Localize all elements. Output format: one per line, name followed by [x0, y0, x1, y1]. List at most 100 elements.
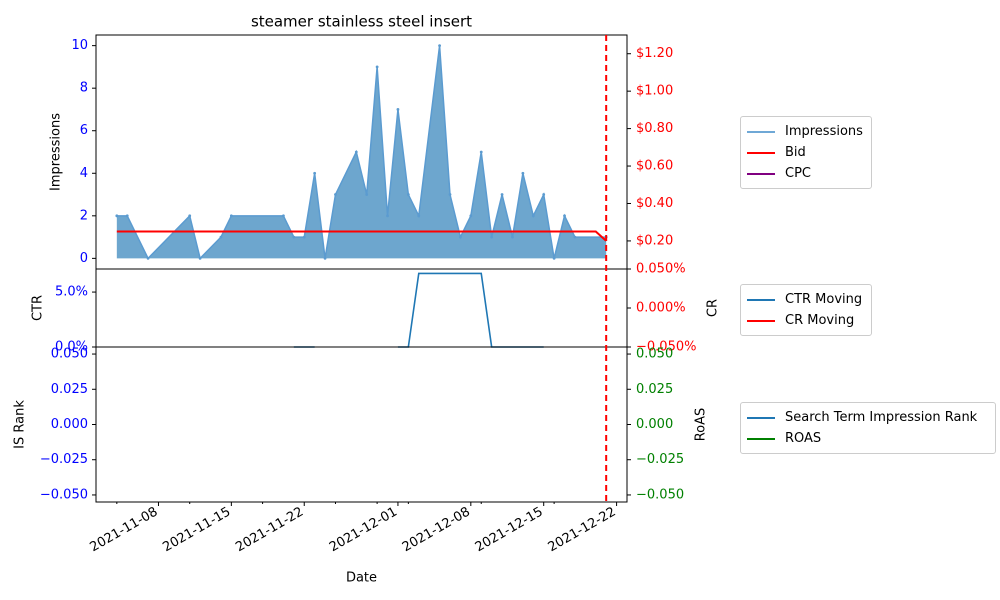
legend-swatch-cr-moving — [747, 319, 775, 322]
y2-tick-label-roas: 0.050 — [636, 347, 673, 362]
legend-label-impressions: Impressions — [785, 124, 863, 139]
y2-tick-label-bid: $0.60 — [636, 159, 673, 174]
y2-tick-label-cr: 0.000% — [636, 301, 686, 316]
legend-middle: CTR Moving CR Moving — [740, 284, 872, 336]
legend-item-impressions: Impressions — [747, 121, 865, 142]
impressions-point — [365, 193, 369, 196]
y-tick-label-is-rank: −0.050 — [40, 487, 88, 502]
legend-item-bid: Bid — [747, 142, 865, 163]
plot-frame-2 — [95, 268, 628, 348]
y2-tick-label-bid: $0.40 — [636, 196, 673, 211]
impressions-point — [563, 214, 566, 218]
y-axis-label-ctr: CTR — [31, 295, 46, 321]
legend-label-search-term-impression-rank: Search Term Impression Rank — [785, 410, 978, 425]
x-tick-label: 2021-12-15 — [473, 504, 546, 555]
x-tick-label: 2021-12-01 — [327, 504, 400, 555]
x-tick-label: 2021-11-08 — [88, 504, 161, 555]
legend-swatch-roas — [747, 437, 775, 440]
y2-tick-label-cr: −0.050% — [636, 340, 696, 355]
legend-label-roas: ROAS — [785, 431, 822, 446]
impressions-point — [552, 256, 556, 260]
impressions-point — [479, 150, 483, 154]
legend-label-cr-moving: CR Moving — [785, 313, 855, 328]
impressions-point — [219, 235, 223, 239]
y2-tick-label-roas: −0.050 — [636, 487, 684, 502]
y-tick-label-impressions: 10 — [71, 38, 88, 53]
legend-swatch-ctr-moving — [747, 298, 775, 301]
x-tick-label: 2021-12-22 — [546, 504, 619, 555]
impressions-point — [438, 44, 441, 48]
legend-label-bid: Bid — [785, 145, 806, 160]
chart-title: steamer stainless steel insert — [251, 13, 472, 31]
impressions-point — [417, 214, 421, 218]
bid-line — [116, 230, 607, 242]
impressions-point — [292, 235, 296, 239]
y-tick-label-impressions: 2 — [80, 208, 88, 223]
y2-tick-label-roas: 0.000 — [636, 417, 673, 432]
impressions-point — [198, 256, 202, 260]
y-tick-label-impressions: 4 — [80, 166, 88, 181]
y2-tick-label-roas: 0.025 — [636, 382, 673, 397]
impressions-point — [521, 171, 525, 175]
legend-item-search-term-impression-rank: Search Term Impression Rank — [747, 407, 989, 428]
legend-label-ctr-moving: CTR Moving — [785, 292, 863, 307]
y-axis-label-impressions: Impressions — [49, 113, 64, 191]
legend-label-cpc: CPC — [785, 166, 811, 181]
legend-item-roas: ROAS — [747, 428, 989, 449]
impressions-point — [125, 214, 129, 218]
impressions-point — [448, 193, 452, 196]
y2-tick-label-cr: 0.050% — [636, 262, 686, 277]
legend-item-ctr-moving: CTR Moving — [747, 289, 865, 310]
y-tick-label-impressions: 0 — [80, 251, 88, 266]
legend-swatch-impressions — [747, 130, 775, 133]
y2-axis-label-cr: CR — [706, 299, 721, 317]
x-tick-label: 2021-11-22 — [233, 504, 306, 555]
impressions-point — [115, 214, 119, 218]
x-tick-label: 2021-12-08 — [400, 504, 473, 555]
impressions-point — [396, 108, 400, 111]
ctr-moving-line — [397, 272, 544, 348]
y2-tick-label-bid: $0.20 — [636, 233, 673, 248]
x-axis-label: Date — [346, 571, 377, 586]
impressions-point — [531, 214, 535, 218]
impressions-point — [406, 193, 410, 196]
y2-tick-label-bid: $1.20 — [636, 46, 673, 61]
plot-frame-3 — [95, 346, 628, 503]
impressions-area — [116, 45, 607, 259]
impressions-point — [542, 193, 546, 196]
impressions-point — [282, 214, 285, 218]
impressions-point — [302, 235, 306, 239]
impressions-point — [469, 214, 473, 218]
impressions-point — [334, 193, 337, 196]
impressions-point — [313, 171, 317, 175]
impressions-point — [459, 235, 462, 239]
legend-item-cr-moving: CR Moving — [747, 310, 865, 331]
y-axis-label-is-rank: IS Rank — [13, 400, 28, 449]
impressions-point — [511, 235, 514, 239]
legend-swatch-bid — [747, 151, 775, 154]
y-tick-label-is-rank: 0.000 — [51, 417, 88, 432]
impressions-point — [500, 193, 504, 196]
impressions-point — [229, 214, 233, 218]
y-tick-label-ctr: 0.0% — [55, 340, 88, 355]
y2-tick-label-bid: $0.80 — [636, 121, 673, 136]
y-tick-label-is-rank: 0.025 — [51, 382, 88, 397]
y2-tick-label-bid: $1.00 — [636, 84, 673, 99]
legend-swatch-search-term-impression-rank — [747, 416, 775, 419]
impressions-point — [386, 214, 389, 218]
impressions-point — [188, 214, 192, 218]
impressions-point — [573, 235, 577, 239]
x-tick-label: 2021-11-15 — [160, 504, 233, 555]
y-tick-label-is-rank: −0.025 — [40, 452, 88, 467]
legend-swatch-cpc — [747, 172, 775, 175]
impressions-point — [375, 65, 379, 69]
impressions-point — [354, 150, 358, 154]
impressions-point — [323, 256, 327, 260]
y2-axis-label-roas: RoAS — [694, 408, 709, 442]
y-tick-label-is-rank: 0.050 — [51, 347, 88, 362]
legend-bottom: Search Term Impression Rank ROAS — [740, 402, 996, 454]
y-tick-label-impressions: 8 — [80, 81, 88, 96]
legend-top: Impressions Bid CPC — [740, 116, 872, 189]
